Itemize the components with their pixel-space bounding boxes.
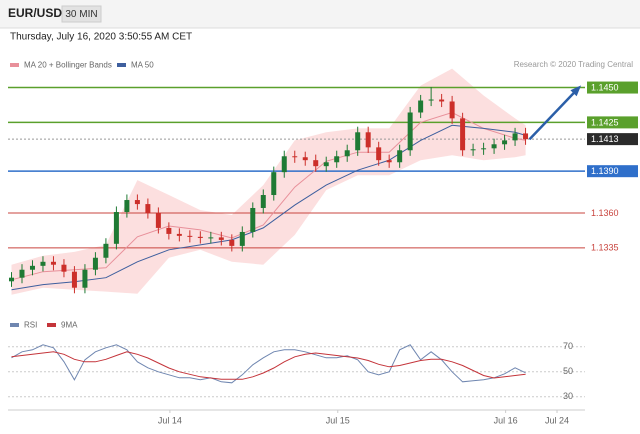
legend-label: MA 50 [131,61,154,70]
candle-body [8,277,14,282]
candle-body [145,204,151,213]
candle-body [61,264,67,272]
candle-body [418,100,424,113]
level-label: 1.1390 [591,166,619,176]
candle-body [281,156,287,173]
interval[interactable]: 30 MIN [65,9,97,20]
date: Thursday, July 16, 2020 3:50:55 AM CET [10,32,192,43]
candle-body [124,200,130,213]
y-tick-label: 70 [563,341,573,351]
candle-body [166,227,172,234]
candle-body [103,243,109,258]
candle-body [19,269,25,278]
candle-body [40,261,46,266]
candle-body [365,132,371,148]
candle-body [292,156,298,158]
candle-body [323,162,329,167]
candle-body [187,235,193,237]
candle-body [376,147,382,161]
candle-body [470,149,476,151]
candle-body [271,172,277,196]
candle-body [92,257,98,270]
level-label-box [587,81,638,94]
candle-body [218,237,224,240]
level-label: 1.1425 [591,117,619,127]
candle-body [481,148,487,150]
candle-body [197,236,203,238]
x-tick-label: Jul 14 [158,415,182,425]
candle-body [260,195,266,208]
candle-body [512,133,518,141]
level-label: 1.1450 [591,82,619,92]
level-label: 1.1413 [591,134,619,144]
candle-body [250,207,256,232]
candle-body [344,150,350,157]
source: Research © 2020 Trading Central [514,60,634,69]
candle-body [386,160,392,163]
candle-body [439,99,445,102]
legend-swatch [117,63,126,67]
x-tick-label: Jul 15 [326,415,350,425]
candle-body [50,261,56,265]
candle-body [134,200,140,205]
legend-swatch [10,63,19,67]
bollinger-band [11,68,526,295]
candle-body [334,156,340,163]
x-tick-label: Jul 24 [545,415,569,425]
candle-body [428,99,434,101]
level-label-box [587,133,638,146]
candle-body [155,213,161,228]
candle-body [113,212,119,244]
legend-swatch [10,323,19,327]
level-label-box [587,165,638,178]
moving-average [11,124,526,291]
level-label: 1.1335 [591,243,619,253]
interval-box[interactable] [61,5,102,23]
x-tick-label: Jul 16 [494,415,518,425]
candle-body [29,265,35,270]
candle-body [313,160,319,167]
y-tick-label: 50 [563,366,573,376]
candle-body [355,132,361,151]
forecast-arrow [528,86,580,141]
level-label: 1.1360 [591,208,619,218]
symbol: EUR/USD [8,6,62,20]
candle-body [523,133,529,140]
indicator-line [11,344,526,384]
legend-label: MA 20 + Bollinger Bands [24,61,112,70]
moving-average [11,111,526,281]
legend-swatch [47,323,56,327]
candle-body [71,271,77,288]
candle-body [502,140,508,145]
header-bar [0,0,640,28]
candle-body [176,233,182,236]
legend-label: RSI [24,321,37,330]
candle-body [239,231,245,246]
legend-label: 9MA [61,321,78,330]
candle-body [397,150,403,163]
candle-body [407,112,413,151]
candle-body [460,118,466,151]
candle-body [208,237,214,239]
candle-body [491,144,497,149]
candle-body [82,269,88,288]
candle-body [302,157,308,161]
candle-body [449,101,455,119]
level-label-box [587,116,638,129]
forecast-arrow-head [570,85,582,97]
indicator-line [11,351,526,380]
y-tick-label: 30 [563,391,573,401]
candle-body [229,239,235,246]
